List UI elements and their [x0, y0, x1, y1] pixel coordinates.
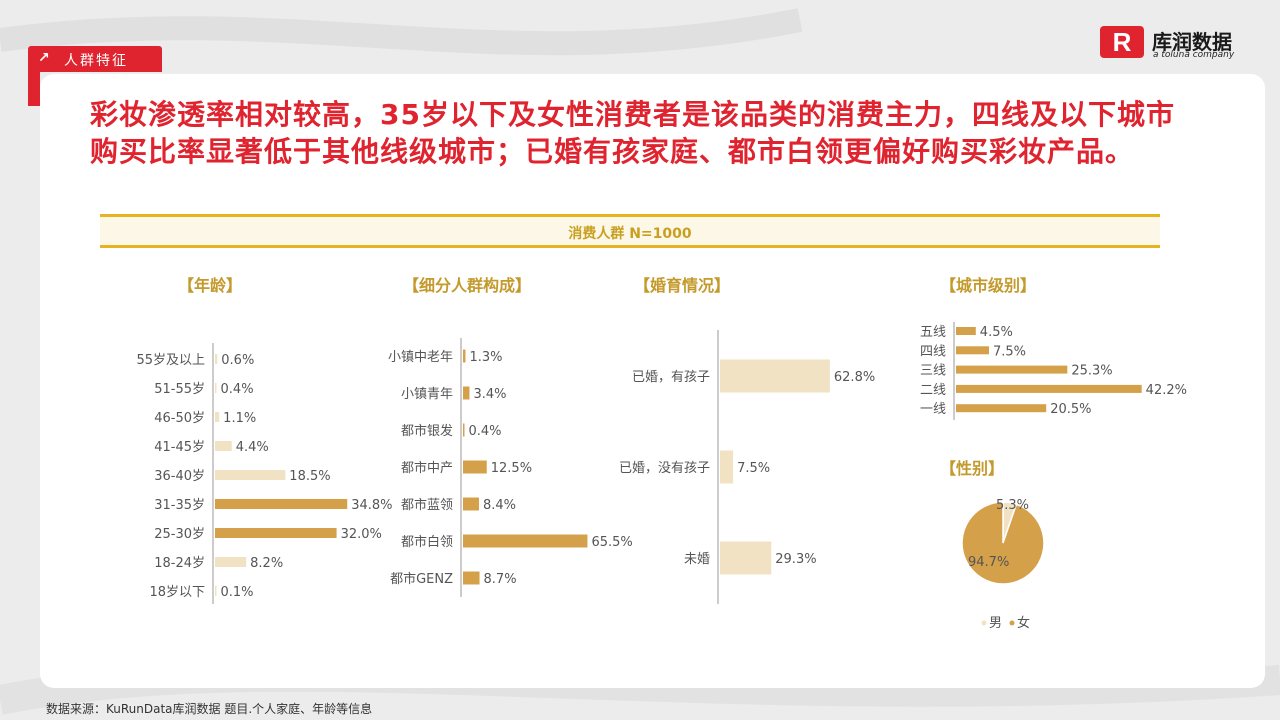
- section-title-city: 【城市级别】: [940, 276, 1037, 295]
- sample-band-title: 消费人群 N=1000: [568, 226, 692, 242]
- segment-value-label: 8.7%: [484, 572, 517, 587]
- sample-band: 消费人群 N=1000: [100, 214, 1160, 248]
- city-category-label: 四线: [920, 344, 946, 359]
- city-value-label: 4.5%: [980, 325, 1013, 340]
- legend-marker-male: [981, 620, 987, 626]
- age-category-label: 18-24岁: [154, 556, 205, 571]
- segment-value-label: 0.4%: [469, 424, 502, 439]
- age-category-label: 31-35岁: [154, 498, 205, 513]
- logo-en-text: a toluna company: [1153, 50, 1235, 60]
- city-value-label: 7.5%: [993, 344, 1026, 359]
- logo-mark-icon: R: [1100, 26, 1144, 58]
- legend-marker-female: [1009, 620, 1015, 626]
- svg-text:R: R: [1113, 27, 1132, 57]
- city-value-label: 20.5%: [1050, 402, 1091, 417]
- age-bar: [215, 586, 217, 596]
- segment-value-label: 8.4%: [483, 498, 516, 513]
- age-bar: [215, 499, 348, 509]
- age-value-label: 0.6%: [221, 353, 254, 368]
- segment-category-label: 小镇青年: [401, 387, 453, 402]
- segment-category-label: 都市白领: [401, 534, 453, 550]
- segment-bar: [463, 497, 479, 511]
- segment-value-label: 12.5%: [491, 461, 532, 476]
- legend-label-female: 女: [1017, 615, 1030, 631]
- section-title-age: 【年龄】: [178, 276, 243, 295]
- segment-category-label: 小镇中老年: [388, 350, 453, 365]
- age-category-label: 36-40岁: [154, 469, 205, 484]
- age-category-label: 51-55岁: [154, 382, 205, 397]
- tag-edge: [28, 72, 40, 106]
- marital-bar: [720, 541, 772, 575]
- age-bar: [215, 383, 217, 393]
- age-value-label: 32.0%: [341, 527, 382, 542]
- marital-value-label: 7.5%: [737, 461, 770, 476]
- segment-bar: [463, 349, 466, 363]
- age-value-label: 0.4%: [221, 382, 254, 397]
- city-category-label: 一线: [920, 402, 946, 417]
- age-value-label: 8.2%: [250, 556, 283, 571]
- section-title-gender: 【性别】: [940, 459, 1005, 478]
- marital-bar: [720, 450, 734, 484]
- city-category-label: 二线: [920, 383, 946, 398]
- gender-pie-slice: [961, 501, 1045, 585]
- legend-label-male: 男: [989, 616, 1002, 631]
- age-bar: [215, 470, 286, 480]
- age-value-label: 4.4%: [236, 440, 269, 455]
- segment-bar: [463, 423, 465, 437]
- age-category-label: 55岁及以上: [136, 353, 205, 368]
- page-title: 彩妆渗透率相对较高，35岁以下及女性消费者是该品类的消费主力，四线及以下城市购买…: [90, 98, 1175, 168]
- age-value-label: 34.8%: [351, 498, 392, 513]
- marital-value-label: 62.8%: [834, 370, 875, 385]
- segment-bar: [463, 460, 487, 474]
- city-bar: [956, 384, 1142, 393]
- segment-value-label: 3.4%: [473, 387, 506, 402]
- city-category-label: 五线: [920, 325, 946, 340]
- city-value-label: 25.3%: [1071, 364, 1112, 379]
- segment-bar: [463, 386, 470, 400]
- marital-category-label: 未婚: [684, 552, 710, 567]
- segment-category-label: 都市GENZ: [390, 571, 453, 587]
- age-bar: [215, 557, 247, 567]
- segment-bar: [463, 571, 480, 585]
- age-value-label: 18.5%: [289, 469, 330, 484]
- age-category-label: 46-50岁: [154, 411, 205, 426]
- segment-bar: [463, 534, 588, 548]
- marital-category-label: 已婚，有孩子: [632, 370, 710, 385]
- section-title-marital: 【婚育情况】: [634, 276, 731, 295]
- segment-value-label: 1.3%: [469, 350, 502, 365]
- age-bar: [215, 441, 232, 451]
- age-category-label: 18岁以下: [149, 585, 205, 600]
- age-bar: [215, 528, 337, 538]
- city-bar: [956, 346, 989, 355]
- segment-category-label: 都市蓝领: [401, 497, 453, 513]
- arrow-up-right-icon: ↗: [38, 50, 50, 66]
- city-category-label: 三线: [920, 364, 946, 379]
- gender-value-label: 94.7%: [968, 555, 1009, 570]
- segment-category-label: 都市中产: [401, 460, 453, 476]
- section-title-segment: 【细分人群构成】: [403, 276, 532, 295]
- city-value-label: 42.2%: [1146, 383, 1187, 398]
- age-value-label: 1.1%: [223, 411, 256, 426]
- city-bar: [956, 404, 1047, 413]
- marital-value-label: 29.3%: [775, 552, 816, 567]
- marital-bar: [720, 359, 830, 393]
- marital-category-label: 已婚，没有孩子: [619, 461, 710, 476]
- gender-value-label: 5.3%: [996, 498, 1029, 513]
- content-card: [40, 74, 1265, 688]
- age-bar: [215, 354, 218, 364]
- logo-cn-text: 库润数据: [1152, 30, 1232, 54]
- age-bar: [215, 412, 220, 422]
- kurun-logo: R 库润数据 a toluna company: [1100, 24, 1250, 64]
- segment-value-label: 65.5%: [591, 535, 632, 550]
- age-value-label: 0.1%: [221, 585, 254, 600]
- data-source-note: 数据来源：KuRunData库润数据 题目.个人家庭、年龄等信息: [46, 702, 373, 716]
- age-category-label: 25-30岁: [154, 527, 205, 542]
- section-tag: ↗ 人群特征: [28, 46, 162, 72]
- city-bar: [956, 365, 1068, 374]
- city-bar: [956, 327, 976, 335]
- age-category-label: 41-45岁: [154, 440, 205, 455]
- section-tag-label: 人群特征: [64, 53, 128, 69]
- segment-category-label: 都市银发: [401, 423, 453, 439]
